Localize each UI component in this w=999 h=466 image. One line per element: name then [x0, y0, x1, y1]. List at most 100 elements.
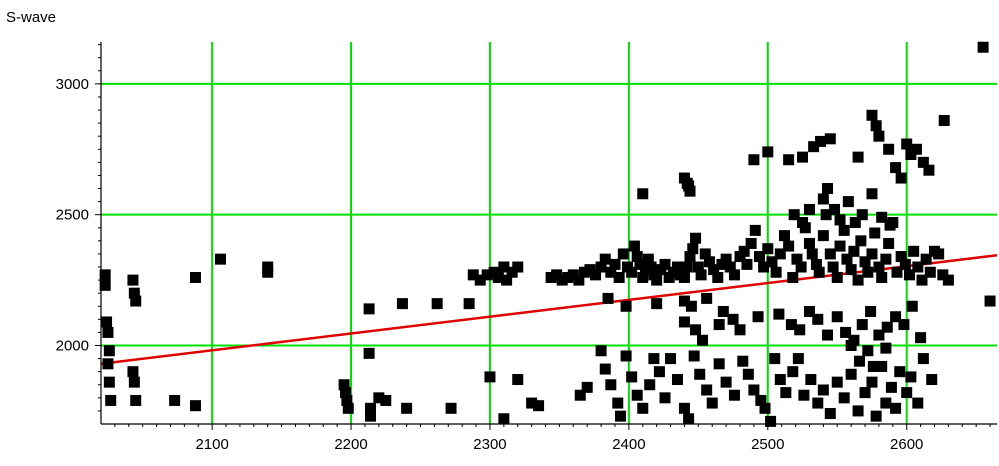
data-point [923, 164, 935, 176]
data-point [637, 271, 649, 283]
data-point [862, 345, 874, 357]
data-point [687, 243, 699, 255]
data-point [828, 203, 840, 215]
data-point [463, 298, 475, 310]
data-point [474, 274, 486, 286]
x-tick-label: 2100 [195, 436, 228, 453]
data-point [526, 397, 538, 409]
data-point [339, 387, 351, 399]
data-point [762, 243, 774, 255]
data-point [631, 251, 643, 263]
data-point [827, 261, 839, 273]
data-point [653, 366, 665, 378]
data-point [778, 230, 790, 242]
data-point [738, 245, 750, 257]
data-point [824, 248, 836, 260]
x-tick-label: 2600 [890, 436, 923, 453]
data-point [717, 305, 729, 317]
data-point [501, 274, 513, 286]
data-point [890, 402, 902, 414]
data-point [648, 353, 660, 365]
data-point [749, 224, 761, 236]
data-point [852, 151, 864, 163]
data-point [671, 374, 683, 386]
data-point [745, 237, 757, 249]
data-point [808, 141, 820, 153]
data-point [626, 266, 638, 278]
data-point [685, 300, 697, 312]
data-point [824, 133, 836, 145]
x-tick-label: 2200 [334, 436, 367, 453]
data-point [798, 389, 810, 401]
data-point [876, 271, 888, 283]
data-point [396, 298, 408, 310]
data-point [817, 384, 829, 396]
data-point [678, 316, 690, 328]
data-point [866, 376, 878, 388]
data-point [102, 326, 114, 338]
data-point [794, 324, 806, 336]
data-point [834, 214, 846, 226]
data-point [880, 342, 892, 354]
x-tick-labels: 2100 2200 2300 2400 2500 2600 [195, 436, 923, 453]
data-point [859, 256, 871, 268]
data-point [938, 114, 950, 126]
data-point [105, 394, 117, 406]
data-point [840, 326, 852, 338]
data-point [545, 271, 557, 283]
data-point [99, 279, 111, 291]
data-point [644, 379, 656, 391]
data-point [870, 410, 882, 422]
data-point [812, 397, 824, 409]
data-point [169, 394, 181, 406]
data-point [822, 183, 834, 195]
data-point [848, 245, 860, 257]
data-point [584, 264, 596, 276]
data-point [599, 253, 611, 265]
data-point [903, 269, 915, 281]
data-point [783, 154, 795, 166]
data-point [926, 374, 938, 386]
data-point [533, 400, 545, 412]
data-point [803, 305, 815, 317]
data-point [984, 295, 996, 307]
data-point [665, 353, 677, 365]
data-point [869, 227, 881, 239]
data-point [901, 387, 913, 399]
data-point [769, 353, 781, 365]
data-point [805, 374, 817, 386]
data-point [380, 394, 392, 406]
data-point [688, 350, 700, 362]
data-point [765, 415, 777, 427]
data-point [752, 311, 764, 323]
data-point [727, 313, 739, 325]
data-point [708, 264, 720, 276]
data-point [512, 261, 524, 273]
data-point [481, 269, 493, 281]
data-point [758, 261, 770, 273]
data-point [498, 413, 510, 425]
data-point [609, 258, 621, 270]
data-point [99, 269, 111, 281]
data-point [748, 384, 760, 396]
data-point [683, 413, 695, 425]
data-point [817, 230, 829, 242]
data-point [797, 151, 809, 163]
data-point [103, 345, 115, 357]
data-point [862, 266, 874, 278]
data-point [866, 248, 878, 260]
data-point [613, 271, 625, 283]
data-point [595, 261, 607, 273]
data-point [787, 271, 799, 283]
data-points [99, 41, 996, 427]
data-point [890, 311, 902, 323]
data-point [755, 394, 767, 406]
data-point [937, 269, 949, 281]
x-tick-label: 2300 [473, 436, 506, 453]
data-point [753, 251, 765, 263]
data-point [856, 209, 868, 221]
data-point [912, 261, 924, 273]
data-point [590, 269, 602, 281]
data-point [701, 292, 713, 304]
data-point [492, 271, 504, 283]
